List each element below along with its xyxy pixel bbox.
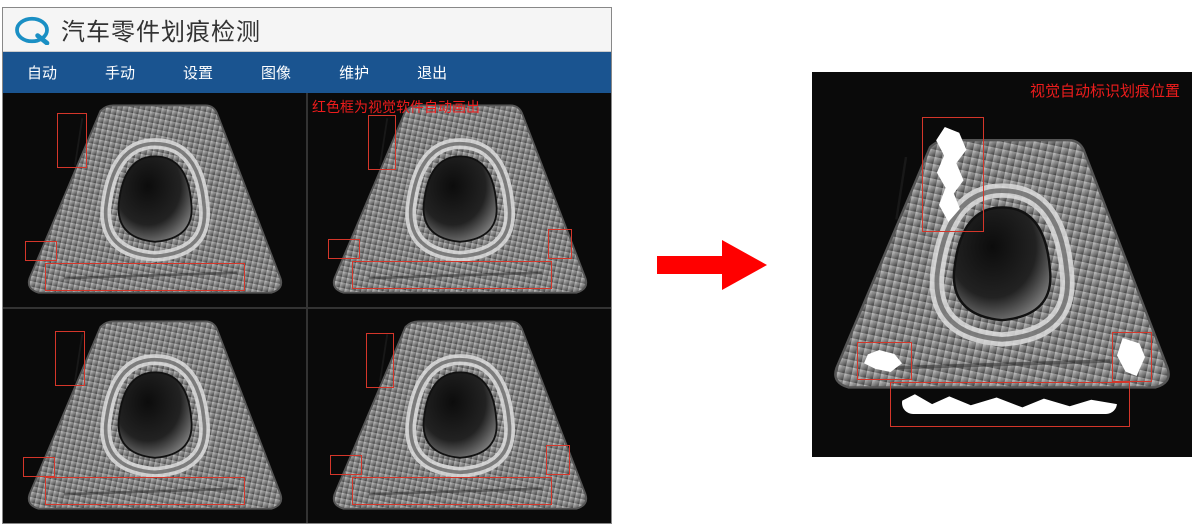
defect-box <box>922 117 984 232</box>
defect-box <box>45 477 245 505</box>
defect-box <box>1112 332 1152 382</box>
defect-box <box>548 229 572 259</box>
defect-box <box>368 115 396 170</box>
grid-annotation-label: 红色框为视觉软件自动画出 <box>312 97 480 117</box>
menu-maintain[interactable]: 维护 <box>321 60 387 85</box>
defect-box <box>328 239 360 259</box>
defect-box <box>55 331 85 386</box>
defect-box <box>25 241 57 261</box>
app-title: 汽车零件划痕检测 <box>61 12 261 47</box>
arrow-region <box>612 240 812 290</box>
defect-box <box>23 457 55 477</box>
grid-cell-2 <box>3 309 306 523</box>
menu-exit[interactable]: 退出 <box>399 60 465 85</box>
image-grid: 红色框为视觉软件自动画出 <box>3 93 611 523</box>
defect-box <box>57 113 87 168</box>
defect-box <box>857 342 912 380</box>
menu-auto[interactable]: 自动 <box>9 60 75 85</box>
defect-box <box>366 333 394 388</box>
menu-manual[interactable]: 手动 <box>87 60 153 85</box>
arrow-icon <box>657 240 767 290</box>
defect-box <box>45 263 245 291</box>
titlebar: 汽车零件划痕检测 <box>3 8 611 52</box>
defect-box <box>352 477 552 505</box>
defect-box <box>546 445 570 475</box>
grid-cell-3 <box>308 309 611 523</box>
menu-image[interactable]: 图像 <box>243 60 309 85</box>
defect-box <box>352 261 552 289</box>
app-window: 汽车零件划痕检测 自动 手动 设置 图像 维护 退出 <box>2 7 612 524</box>
result-panel: 视觉自动标识划痕位置 <box>812 72 1192 457</box>
grid-cell-1: 红色框为视觉软件自动画出 <box>308 93 611 307</box>
defect-box <box>330 455 362 475</box>
menubar: 自动 手动 设置 图像 维护 退出 <box>3 52 611 93</box>
main-container: 汽车零件划痕检测 自动 手动 设置 图像 维护 退出 <box>0 0 1204 529</box>
result-annotation-label: 视觉自动标识划痕位置 <box>1030 80 1180 101</box>
grid-cell-0 <box>3 93 306 307</box>
defect-box <box>890 382 1130 427</box>
logo-icon <box>11 15 53 45</box>
menu-settings[interactable]: 设置 <box>165 60 231 85</box>
